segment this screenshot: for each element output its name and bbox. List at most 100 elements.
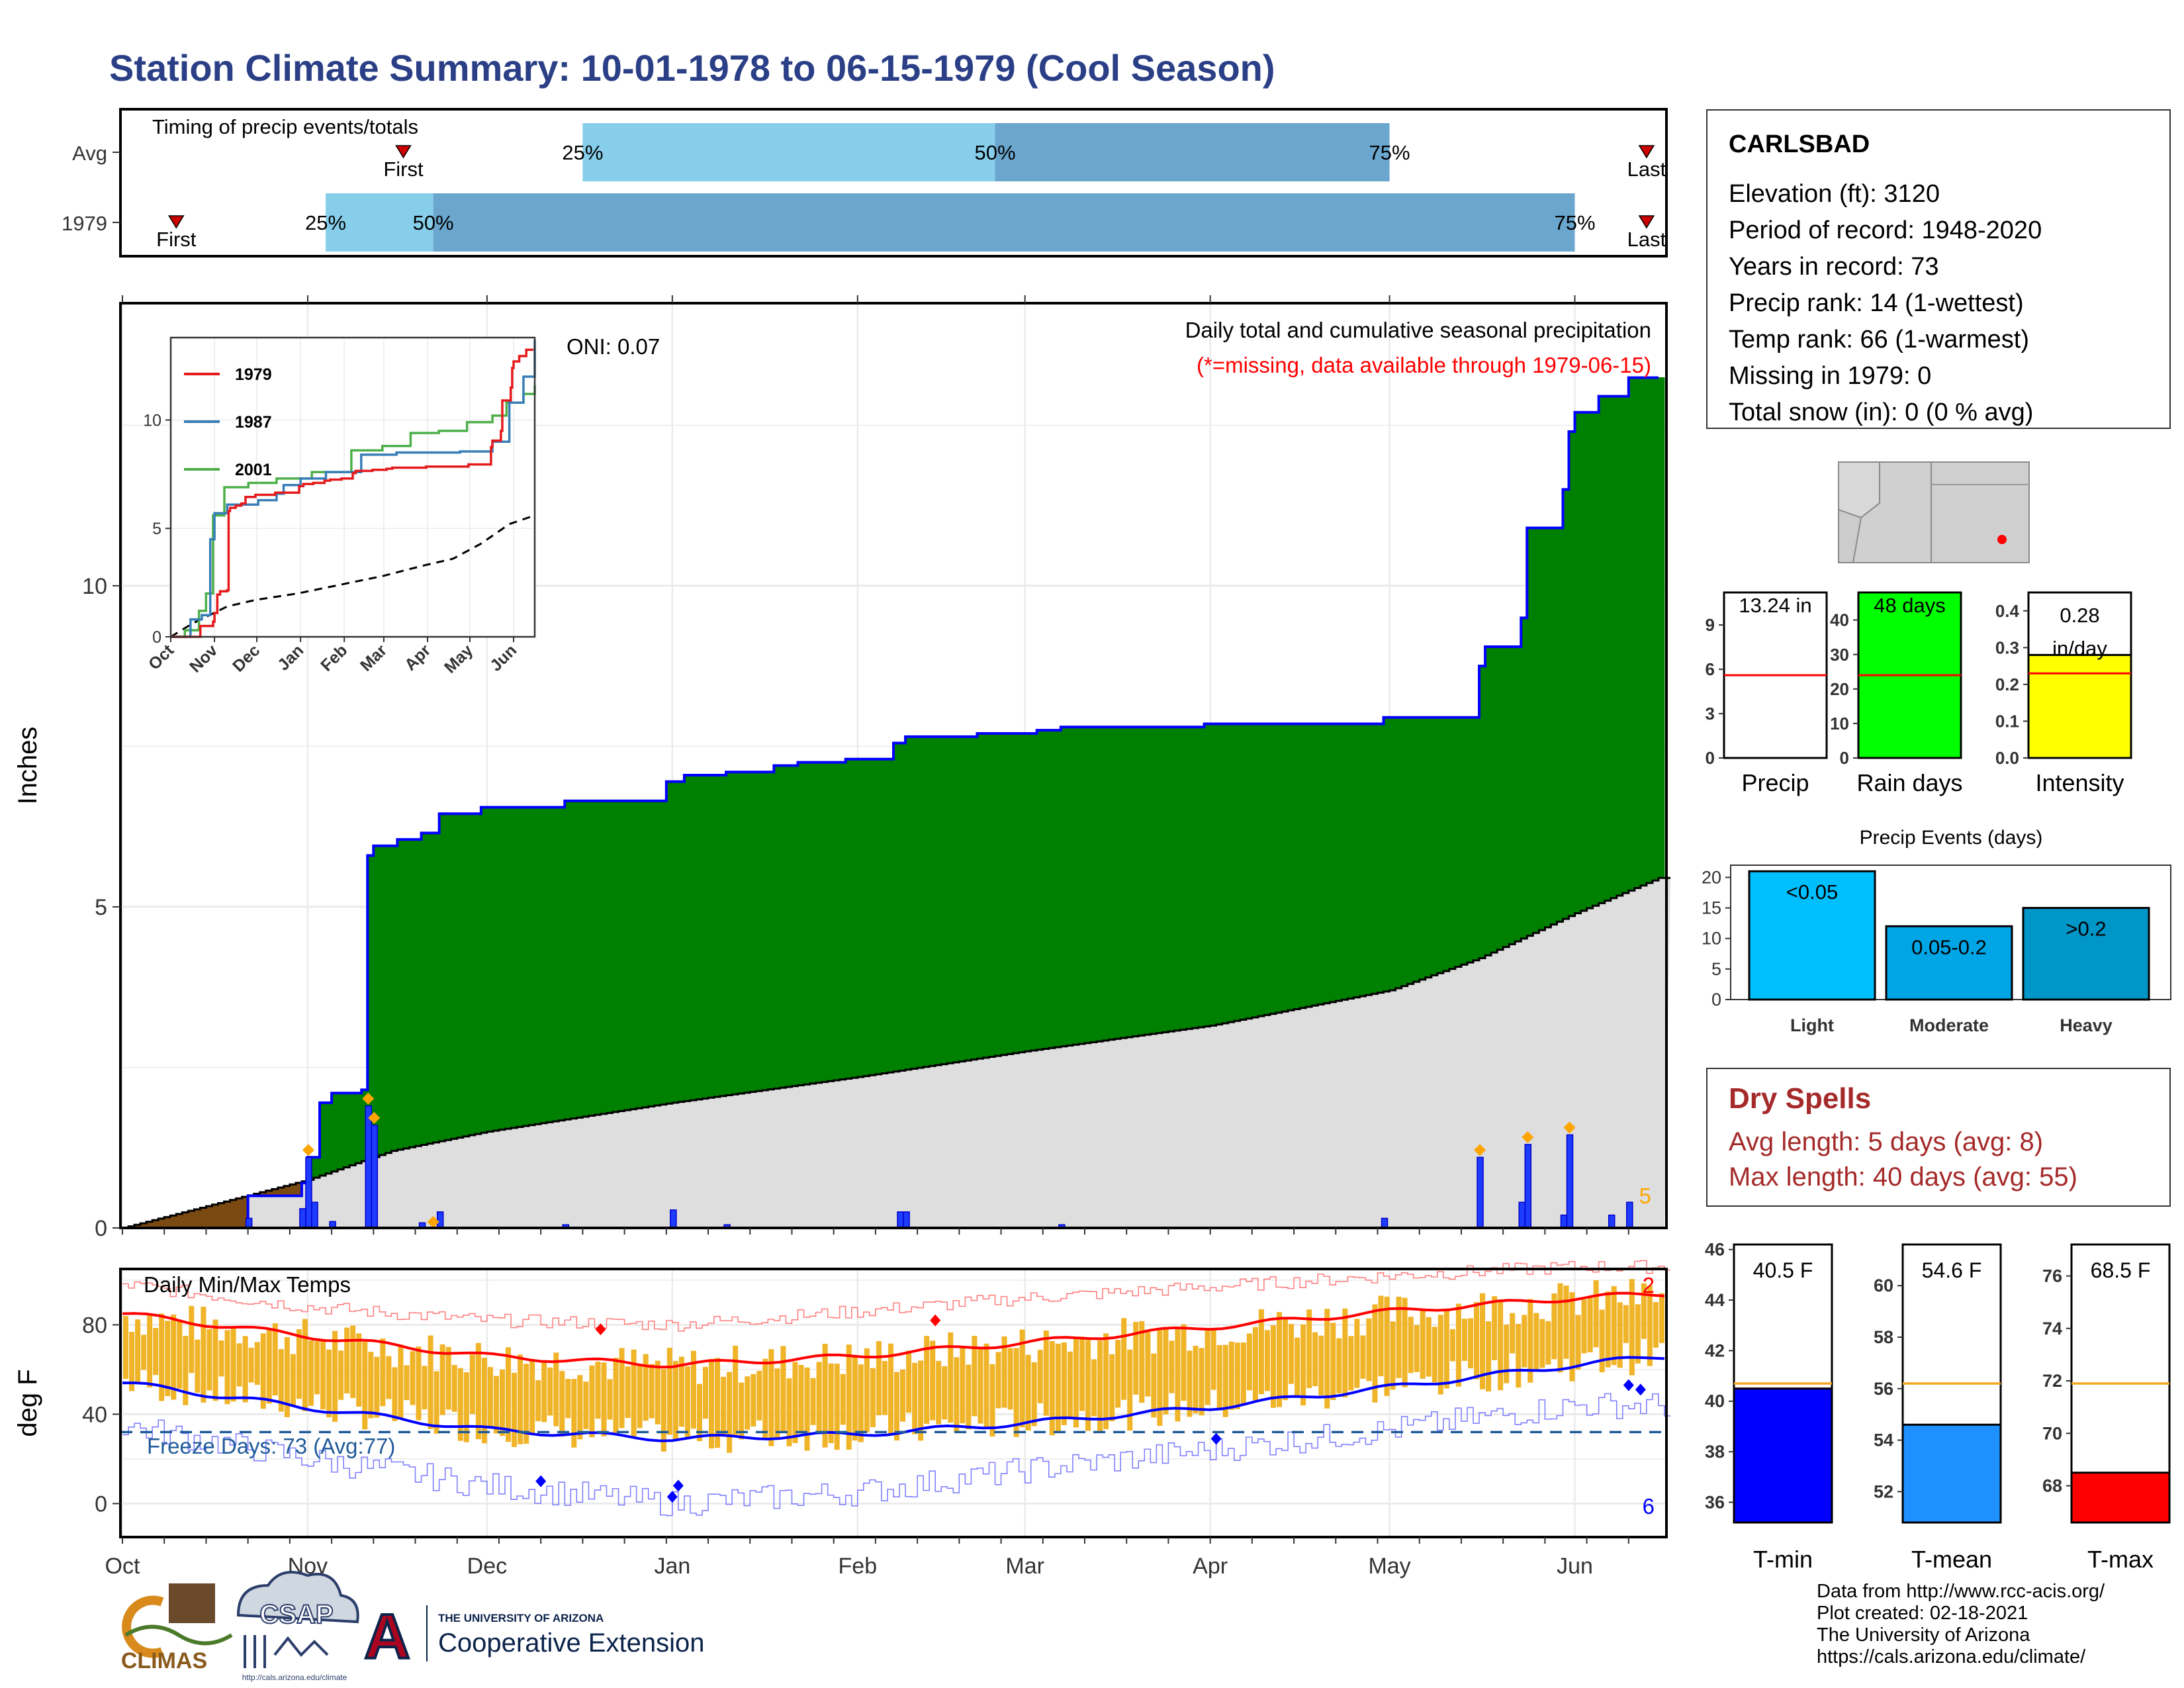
heavy-event-icon (302, 1144, 314, 1156)
daily-temp-bar (505, 1347, 512, 1442)
precip-events-bar (2022, 907, 2150, 1001)
daily-temp-bar (733, 1345, 739, 1435)
timing-p25-label: 25% (562, 141, 603, 164)
daily-temp-bar (1461, 1319, 1467, 1361)
precip-events-ytick-label: 5 (1711, 959, 1721, 979)
daily-temp-bar (463, 1372, 469, 1442)
timing-first-label: First (156, 228, 197, 251)
daily-temp-bar (1246, 1333, 1252, 1391)
daily-temp-bar (1097, 1340, 1103, 1433)
daily-temp-bar (338, 1350, 344, 1400)
daily-temp-bar (1139, 1321, 1145, 1403)
mini-temp-ytick-label: 74 (2042, 1319, 2062, 1338)
first-marker-icon (395, 145, 412, 159)
daily-temp-bar (619, 1348, 625, 1429)
daily-temp-bar (254, 1342, 260, 1385)
daily-temp-bar (1109, 1354, 1115, 1422)
mini-temp-ytick-label: 44 (1705, 1290, 1725, 1310)
daily-temp-bar (852, 1356, 858, 1441)
daily-temp-bar (828, 1363, 834, 1444)
daily-temp-bar (302, 1319, 308, 1411)
mini-precip-ytick-label: 0.2 (1995, 675, 2019, 694)
daily-temp-bar (1103, 1333, 1109, 1429)
daily-temp-bar (1270, 1325, 1276, 1408)
daily-temp-bar (1276, 1312, 1283, 1407)
daily-temp-bar (1127, 1349, 1133, 1431)
timing-p75-label: 75% (1555, 211, 1596, 234)
daily-temp-bar (218, 1340, 224, 1377)
daily-temp-bar (1001, 1336, 1007, 1408)
daily-temp-bar (1575, 1315, 1581, 1370)
daily-temp-bar (1533, 1313, 1539, 1370)
daily-temp-bar (547, 1367, 553, 1416)
record-marker-icon (595, 1323, 606, 1336)
daily-temp-bar (1539, 1319, 1545, 1368)
dry-spells-title: Dry Spells (1729, 1082, 1872, 1115)
daily-temp-bar (1079, 1336, 1085, 1411)
daily-temp-bar (1228, 1341, 1234, 1410)
daily-temp-bar (153, 1328, 159, 1376)
daily-temp-bar (1437, 1315, 1443, 1395)
timing-last-label: Last (1627, 228, 1666, 251)
mini-temp-ytick-label: 54 (1874, 1430, 1893, 1450)
mini-precip-ytick-label: 0 (1706, 748, 1715, 768)
daily-temp-bar (422, 1366, 428, 1410)
timing-bar-q1 (582, 123, 995, 181)
daily-temp-bar (1289, 1323, 1295, 1384)
ua-logo-icon: A (364, 1601, 410, 1672)
daily-temp-bar (870, 1368, 876, 1427)
precip-events-category: Heavy (2060, 1015, 2113, 1035)
daily-temp-bar (1647, 1286, 1653, 1366)
daily-temp-bar (266, 1329, 272, 1404)
daily-precip-bar (1608, 1214, 1615, 1229)
daily-temp-bar (631, 1349, 637, 1438)
daily-temp-bar (230, 1327, 236, 1402)
daily-temp-bar (499, 1369, 505, 1436)
daily-temp-bar (1414, 1325, 1420, 1372)
mini-precip-bar (2027, 653, 2132, 759)
daily-temp-bar (481, 1358, 487, 1444)
temp-ytick-label: 0 (95, 1491, 107, 1517)
heavy-event-icon (368, 1111, 381, 1124)
normal-max-line (122, 1291, 1665, 1369)
daily-temp-bar (1007, 1348, 1013, 1410)
daily-temp-bar (374, 1356, 380, 1418)
daily-temp-bar (296, 1329, 302, 1399)
timing-bar-q2 (995, 123, 1390, 181)
inset-line-1979 (171, 348, 533, 638)
timing-p75-label: 75% (1369, 141, 1410, 164)
precip-events-bar-label: 0.05-0.2 (1911, 935, 1987, 959)
daily-temp-bar (1115, 1340, 1121, 1408)
daily-temp-bar (1169, 1340, 1175, 1393)
daily-temp-bar (1480, 1293, 1486, 1389)
precip-corner-count: 5 (1639, 1184, 1651, 1208)
daily-temp-bar (666, 1348, 672, 1435)
timing-last-label: Last (1627, 158, 1666, 181)
daily-temp-bar (1474, 1301, 1480, 1380)
daily-temp-bar (1617, 1302, 1623, 1368)
daily-temp-bar (404, 1365, 410, 1401)
mini-precip-value: 13.24 in (1739, 594, 1811, 617)
daily-temp-bar (804, 1367, 810, 1451)
daily-temp-bar (595, 1362, 601, 1419)
mini-temp-bar (1733, 1387, 1833, 1524)
record-marker-icon (1210, 1432, 1222, 1445)
mini-precip-ytick-label: 0.3 (1995, 637, 2019, 657)
heavy-event-icon (362, 1092, 375, 1105)
daily-temp-bar (1013, 1348, 1019, 1437)
daily-temp-bar (1659, 1293, 1664, 1343)
inset-legend-label: 2001 (235, 461, 272, 479)
daily-temp-bar (1085, 1340, 1091, 1431)
mini-precip-ytick-label: 0.0 (1995, 748, 2019, 768)
daily-temp-bar (995, 1352, 1001, 1409)
daily-temp-bar (577, 1375, 583, 1440)
daily-temp-bar (1163, 1327, 1169, 1415)
climas-logo-icon (169, 1583, 215, 1623)
precip-ytick-label: 10 (82, 574, 107, 599)
daily-temp-bar (523, 1364, 529, 1444)
month-label: Jan (654, 1554, 690, 1579)
daily-temp-bar (1527, 1299, 1533, 1383)
footer-line: https://cals.arizona.edu/climate/ (1817, 1646, 2086, 1667)
mini-temp-ytick-label: 56 (1874, 1379, 1893, 1399)
